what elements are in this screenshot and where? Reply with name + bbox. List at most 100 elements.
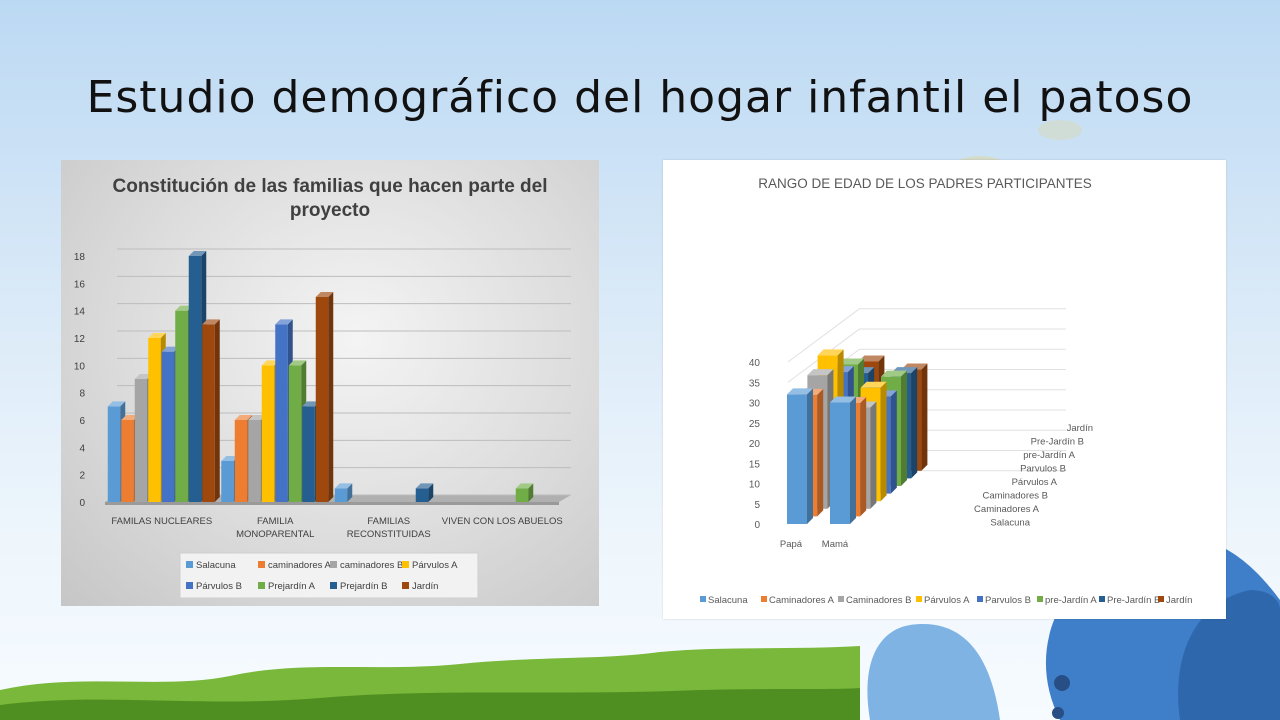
chart2-bar-front [787,394,807,524]
chart1-bar-top [288,360,307,366]
chart1-bar-front [234,420,248,502]
chart1-ytick: 12 [74,334,86,345]
chart1-bar-front [188,256,202,502]
chart2-bar-side [850,396,856,524]
chart1-legend-label: Jardín [412,581,438,592]
chart2-bar-side [880,381,887,502]
chart2-legend-swatch [838,596,844,602]
chart2-bar-side [921,363,928,471]
chart1-xtick: RECONSTITUIDAS [347,529,431,540]
chart1-bar-top [515,483,534,489]
chart2-ytick: 0 [754,520,760,531]
chart1-bar-side [528,483,534,502]
chart1-floor-edge [105,502,559,505]
chart1-legend-swatch [258,561,265,568]
chart2-legend-label: Parvulos B [985,595,1031,606]
chart1-bar-top [188,251,207,256]
chart2-ytick: 5 [754,500,760,511]
chart2-legend-label: Párvulos A [924,595,970,606]
chart2-xtick: Mamá [822,539,849,550]
chart1-bar-top [107,401,126,407]
chart1-xtick: FAMILAS NUCLEARES [111,516,212,527]
chart2-ytick: 40 [749,358,761,369]
chart1-ytick: 14 [74,307,86,318]
chart1-xtick: FAMILIA [257,516,294,527]
chart1-bar-top [121,415,139,420]
chart2-bar-front [830,402,850,524]
chart2-legend-swatch [761,596,767,602]
chart2-title: RANGO DE EDAD DE LOS PADRES PARTICIPANTE… [758,176,1092,191]
chart1-bar-front [107,406,121,502]
chart2-bar-top [830,396,856,403]
chart1-bar-front [221,461,234,502]
chart2-legend-label: Caminadores B [846,595,911,606]
chart1-legend-label: Párvulos A [412,560,458,571]
chart1-bar-top [161,346,180,352]
chart-family-constitution-svg: Constitución de las familias que hacen p… [74,176,571,599]
chart1-ytick: 2 [79,471,85,482]
chart2-gridline-side [787,308,860,363]
chart1-legend-swatch [330,561,337,568]
chart2-legend-label: Jardín [1166,595,1192,606]
chart2-bar-side [890,390,897,494]
chart1-bar [315,292,334,502]
chart1-legend-swatch [186,582,193,589]
chart1-bar [202,319,220,502]
chart1-legend-label: caminadores A [268,560,332,571]
chart1-ytick: 0 [79,498,85,509]
chart1-ytick: 6 [79,416,85,427]
chart1-bar-front [121,420,134,502]
chart1-xtick: FAMILIAS [367,516,410,527]
chart1-bar-top [248,415,266,420]
chart1-legend-swatch [186,561,193,568]
chart2-legend-swatch [977,596,983,602]
chart2-bar-side [901,370,907,486]
chart-parent-age-range-svg: RANGO DE EDAD DE LOS PADRES PARTICIPANTE… [700,176,1192,606]
chart1-bar-front [175,310,188,502]
chart1-bar-top [334,483,353,489]
chart2-legend-swatch [700,596,706,602]
chart1-xtick: MONOPARENTAL [236,529,314,540]
chart1-legend-label: caminadores B [340,560,403,571]
chart2-legend-swatch [1099,596,1105,602]
chart2-bar-top [860,381,887,388]
chart1-bar-top [134,374,153,379]
chart1-bar [415,483,434,502]
chart1-xtick: VIVEN CON LOS ABUELOS [442,516,563,527]
chart1-bar [515,483,534,502]
chart2-bar [830,396,856,524]
chart1-bar [334,483,353,502]
chart-family-constitution: Constitución de las familias que hacen p… [61,160,599,606]
chart1-legend-label: Salacuna [196,560,236,571]
chart1-bar-front [288,365,302,502]
slide-title: Estudio demográfico del hogar infantil e… [86,72,1194,123]
chart1-bar-front [415,488,429,502]
chart2-ytick: 20 [749,439,761,450]
chart1-ytick: 18 [74,252,86,263]
chart1-ytick: 10 [74,361,86,372]
chart2-ytick: 25 [749,419,761,430]
chart2-bar [787,388,813,524]
chart2-legend-label: pre-Jardín A [1045,595,1097,606]
chart1-bar-side [214,319,220,502]
chart1-bar-front [315,297,329,502]
chart2-bar-top [817,349,844,356]
chart2-legend-label: Salacuna [708,595,748,606]
chart2-bar-top [807,369,834,376]
chart1-bar-top [261,360,280,366]
chart1-bar-side [428,483,434,502]
chart2-ytick: 10 [749,480,761,491]
chart2-depth-label: Jardín [1067,423,1093,434]
chart2-depth-label: Pre-Jardín B [1031,437,1084,448]
chart1-legend-label: Párvulos B [196,581,242,592]
chart1-legend-swatch [402,561,409,568]
chart2-xtick: Papá [780,539,803,550]
chart2-legend-label: Caminadores A [769,595,835,606]
chart1-bar-top [234,415,253,420]
chart1-legend-box [179,552,479,599]
chart2-legend-label: Pre-Jardín B [1107,595,1160,606]
chart2-depth-label: Caminadores A [974,504,1040,515]
chart1-bar-front [261,365,275,502]
chart1-title-line: Constitución de las familias que hacen p… [113,176,548,197]
chart1-bar-top [148,333,166,338]
